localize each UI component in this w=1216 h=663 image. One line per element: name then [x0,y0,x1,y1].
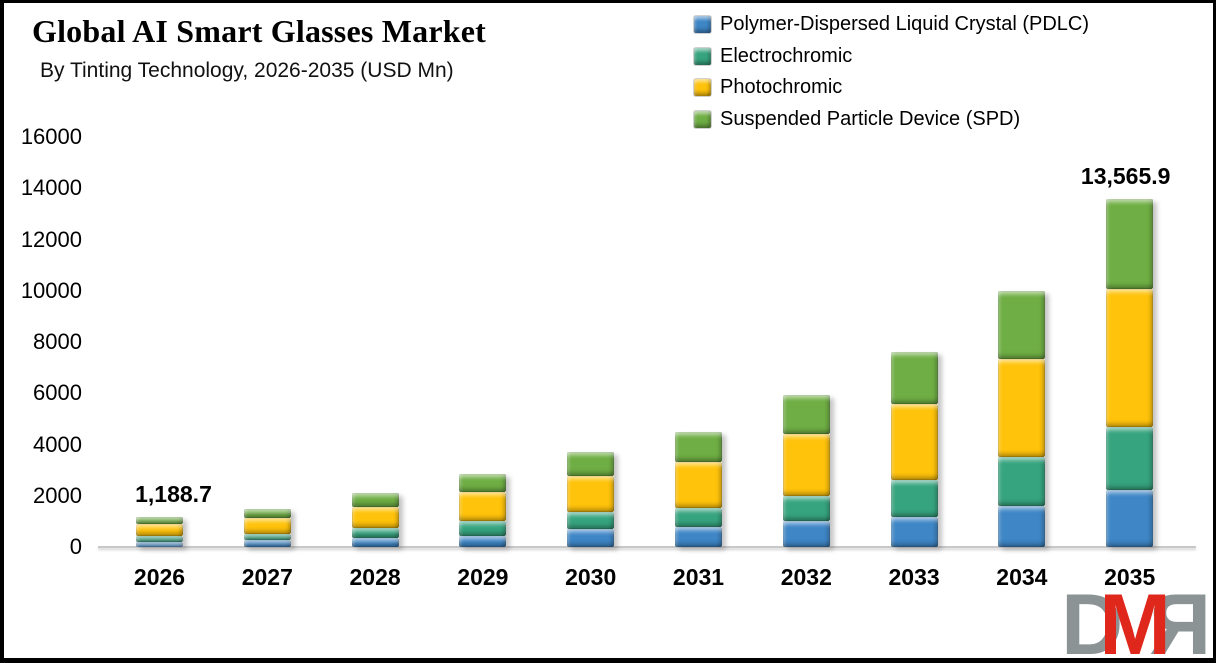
segment-suspended-particle-device-spd [459,473,507,493]
y-axis-tick-label: 2000 [33,482,82,508]
legend-swatch-icon [694,79,711,97]
segment-suspended-particle-device-spd [567,452,615,477]
segment-polymer-dispersed-liquid-crystal-pdlc [782,521,830,547]
segment-electrochromic [675,507,722,527]
bar-2027 [243,508,291,547]
legend: Polymer-Dispersed Liquid Crystal (PDLC) E… [694,9,1089,135]
segment-polymer-dispersed-liquid-crystal-pdlc [1106,490,1154,547]
y-axis-tick-label: 12000 [20,226,82,252]
segment-photochromic [459,492,507,522]
x-axis-label-2035: 2035 [1104,564,1156,590]
segment-electrochromic [998,457,1046,506]
bar-2034 [998,291,1046,547]
segment-suspended-particle-device-spd [782,394,830,434]
y-axis-tick-label: 8000 [33,329,82,354]
segment-polymer-dispersed-liquid-crystal-pdlc [243,540,291,547]
bar-2029 [459,473,507,547]
value-label-2026: 1,188.7 [135,480,212,507]
legend-item: Electrochromic [694,41,1089,73]
legend-item: Suspended Particle Device (SPD) [694,104,1089,136]
logo-letter-d: D [1061,577,1124,663]
legend-swatch-icon [694,47,711,65]
x-axis-line [98,546,1196,548]
x-axis-label-2028: 2028 [349,564,401,590]
x-axis-label-2034: 2034 [996,564,1048,590]
legend-item: Polymer-Dispersed Liquid Crystal (PDLC) [694,9,1089,41]
y-axis-tick-label: 6000 [33,380,82,406]
segment-suspended-particle-device-spd [890,351,938,404]
segment-photochromic [782,433,830,496]
segment-electrochromic [351,528,399,538]
segment-polymer-dispersed-liquid-crystal-pdlc [459,535,507,547]
segment-polymer-dispersed-liquid-crystal-pdlc [136,541,183,547]
segment-electrochromic [1106,427,1154,491]
segment-photochromic [243,518,291,534]
y-axis-tick-label: 14000 [20,175,82,201]
bar-2030 [567,452,615,547]
segment-polymer-dispersed-liquid-crystal-pdlc [890,517,938,547]
segment-photochromic [675,462,722,508]
bar-2032 [782,394,830,547]
segment-suspended-particle-device-spd [998,291,1046,359]
segment-suspended-particle-device-spd [243,508,291,519]
y-axis-tick-label: 0 [69,534,82,559]
x-axis-label-2032: 2032 [780,564,832,590]
y-axis-tick-label: 10000 [20,277,82,303]
segment-electrochromic [136,536,183,542]
segment-photochromic [998,358,1046,458]
bar-2033 [890,351,938,547]
segment-electrochromic [243,533,291,541]
legend-swatch-icon [694,16,711,34]
segment-suspended-particle-device-spd [351,493,399,507]
legend-label: Polymer-Dispersed Liquid Crystal (PDLC) [720,13,1089,36]
segment-polymer-dispersed-liquid-crystal-pdlc [998,505,1046,547]
segment-photochromic [136,524,183,537]
segment-polymer-dispersed-liquid-crystal-pdlc [567,528,615,547]
chart-subtitle: By Tinting Technology, 2026-2035 (USD Mn… [40,59,454,82]
legend-label: Electrochromic [720,44,853,67]
bar-2026 [136,516,183,547]
x-axis-label-2027: 2027 [241,564,293,590]
x-axis-label-2033: 2033 [888,564,940,590]
y-axis-tick-label: 4000 [33,431,82,457]
segment-photochromic [1106,289,1154,428]
plot-area: 0 2000 4000 6000 8000 10000 12000 14000 16000 202… [4,3,1213,658]
segment-photochromic [567,476,615,513]
segment-photochromic [351,506,399,529]
segment-photochromic [890,403,938,480]
bar-2035 [1106,199,1154,547]
legend-label: Suspended Particle Device (SPD) [720,108,1021,131]
segment-polymer-dispersed-liquid-crystal-pdlc [675,526,722,547]
legend-item: Photochromic [694,72,1089,104]
logo-letter-m: M [1099,577,1171,663]
segment-suspended-particle-device-spd [136,516,183,525]
segment-suspended-particle-device-spd [675,432,722,463]
x-axis-label-2030: 2030 [565,564,617,590]
segment-electrochromic [567,512,615,529]
segment-electrochromic [459,521,507,536]
y-axis-tick-label: 16000 [20,124,82,149]
value-label-2035: 13,565.9 [1080,163,1171,190]
bar-2028 [351,493,399,547]
segment-suspended-particle-device-spd [1106,199,1154,290]
x-axis-label-2026: 2026 [133,564,186,590]
legend-label: Photochromic [720,76,843,99]
legend-swatch-icon [694,111,711,129]
bar-2031 [675,432,722,547]
segment-electrochromic [890,479,938,518]
segment-electrochromic [782,495,830,522]
x-axis-label-2029: 2029 [457,564,509,590]
x-axis-label-2031: 2031 [672,564,725,590]
segment-polymer-dispersed-liquid-crystal-pdlc [351,537,399,547]
chart-title: Global AI Smart Glasses Market [32,13,486,49]
